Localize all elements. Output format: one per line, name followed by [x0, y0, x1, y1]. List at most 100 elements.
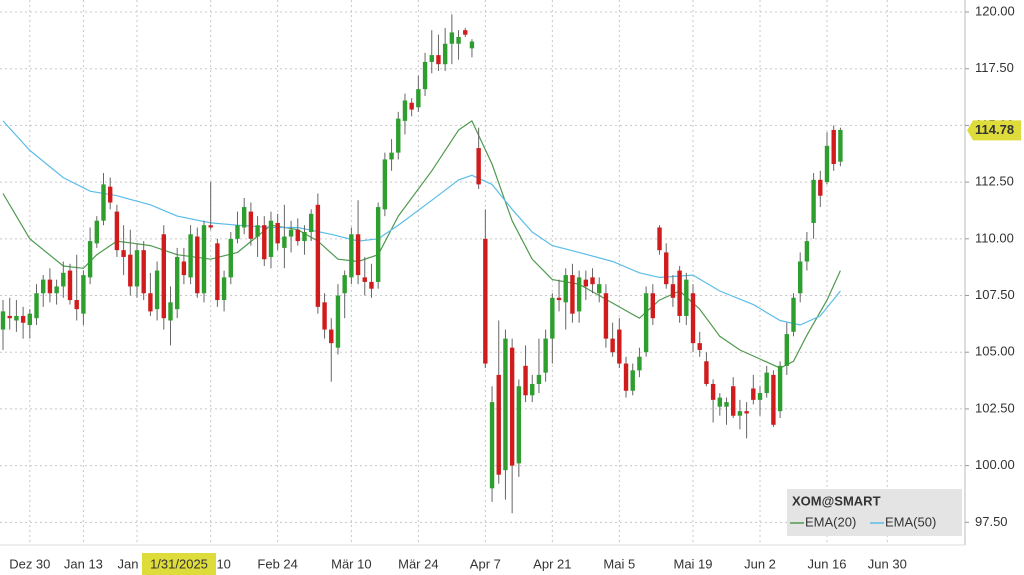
legend-title: XOM@SMART [792, 493, 881, 508]
candle-body [456, 36, 461, 44]
x-tick-label: Mär 24 [398, 556, 438, 571]
candle-body [74, 300, 79, 310]
candle-body [101, 184, 106, 221]
candle-body [268, 220, 274, 257]
x-tick-label: Jun 30 [868, 556, 907, 571]
candle-body [798, 261, 803, 294]
candle-body [255, 225, 260, 237]
candle-body [409, 102, 414, 110]
candle-body [630, 370, 635, 391]
candle-body [81, 275, 86, 314]
candle-body [208, 225, 213, 228]
candle-body [637, 356, 642, 371]
candle-body [757, 393, 763, 400]
candle-body [355, 234, 361, 276]
candle-body [188, 234, 193, 278]
candle-body [215, 243, 220, 301]
x-tick-label: Jun 2 [744, 556, 776, 571]
candle-body [469, 41, 475, 49]
candle-body [14, 315, 19, 321]
candle-body [737, 411, 743, 416]
candle-body [161, 234, 166, 319]
candle-body [181, 261, 187, 276]
y-tick-label: 117.50 [975, 60, 1014, 75]
candle-body [509, 347, 515, 466]
candle-body [704, 361, 709, 384]
price-tag [967, 120, 1021, 141]
candle-body [87, 241, 93, 278]
candle-body [141, 250, 146, 294]
candle-body [61, 272, 66, 287]
candle-body [228, 238, 233, 278]
candle-body [536, 374, 542, 384]
candle-body [543, 338, 548, 373]
candle-body [201, 225, 207, 294]
candle-body [168, 302, 173, 321]
candle-body [811, 179, 816, 223]
candle-body [248, 211, 254, 239]
candle-body [583, 279, 589, 287]
candle-body [349, 234, 354, 278]
candle-body [322, 302, 327, 330]
y-tick-label: 107.50 [975, 287, 1015, 302]
crosshair-label: 1/31/2025 [150, 556, 208, 571]
candle-body [262, 225, 267, 260]
candle-body [375, 207, 381, 282]
candle-body [402, 100, 408, 121]
candle-body [684, 279, 689, 316]
candle-body [154, 270, 160, 310]
legend-label: EMA(50) [885, 514, 936, 529]
candle-body [329, 329, 334, 344]
candle-body [148, 293, 153, 312]
candle-body [690, 293, 696, 344]
candle-body [34, 293, 39, 319]
candle-body [0, 311, 6, 330]
candle-body [295, 229, 300, 242]
candle-body [784, 334, 790, 366]
candle-body [94, 220, 100, 244]
candle-body [302, 232, 307, 242]
candle-body [650, 293, 656, 319]
candle-body [335, 295, 341, 348]
y-tick-label: 97.50 [975, 514, 1008, 529]
candle-body [221, 277, 227, 301]
x-tick-label: Apr 21 [533, 556, 571, 571]
candle-body [114, 211, 120, 251]
x-tick-label: Dez 30 [9, 556, 50, 571]
x-tick-label: Jun 16 [807, 556, 846, 571]
x-tick-label: Mai 19 [674, 556, 713, 571]
candle-body [677, 270, 682, 316]
candle-body [107, 186, 113, 203]
candle-body [597, 284, 602, 294]
candle-body [530, 383, 535, 396]
candle-body [550, 297, 555, 339]
candle-body [731, 386, 736, 416]
y-tick-label: 120.00 [975, 3, 1015, 18]
candle-body [824, 145, 830, 183]
candle-body [563, 275, 568, 303]
candle-body [483, 238, 488, 364]
candle-body [174, 256, 180, 310]
candle-body [744, 411, 749, 414]
candle-body [128, 254, 133, 287]
candle-body [241, 207, 247, 228]
candle-body [463, 30, 468, 35]
legend-box [787, 489, 962, 536]
candle-body [664, 252, 669, 285]
candle-body [67, 270, 73, 301]
candle-body [382, 159, 388, 210]
candle-body [764, 372, 769, 394]
x-tick-label: Jan 13 [64, 556, 103, 571]
candle-body [838, 129, 843, 162]
candle-body [288, 229, 294, 237]
candle-body [643, 293, 649, 353]
candle-body [771, 374, 776, 425]
candle-body [308, 213, 314, 233]
candle-body [831, 129, 836, 164]
candle-body [804, 241, 810, 262]
candle-body [523, 365, 528, 396]
candle-body [818, 179, 823, 196]
candle-body [697, 343, 702, 350]
candle-body [503, 338, 508, 471]
